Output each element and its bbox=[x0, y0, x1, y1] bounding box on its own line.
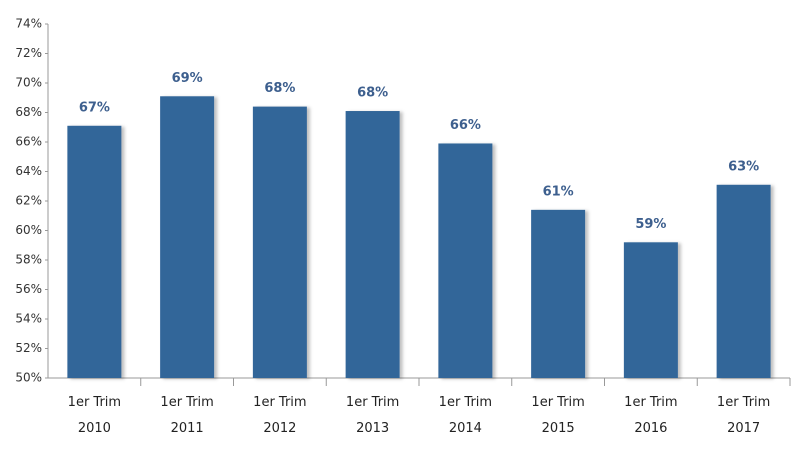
bar bbox=[623, 242, 678, 378]
value-label: 59% bbox=[635, 217, 666, 232]
x-tick-label: 1er Trim 2014 bbox=[439, 395, 492, 436]
bar bbox=[531, 209, 586, 378]
value-label: 67% bbox=[79, 100, 110, 115]
y-tick-label: 72% bbox=[15, 46, 42, 60]
y-tick-label: 62% bbox=[15, 194, 42, 208]
x-tick-label: 1er Trim 2017 bbox=[717, 395, 770, 436]
y-tick-label: 74% bbox=[15, 17, 42, 31]
bar bbox=[438, 143, 493, 378]
y-tick-label: 54% bbox=[15, 312, 42, 326]
value-label: 66% bbox=[450, 118, 481, 133]
y-tick-label: 64% bbox=[15, 164, 42, 178]
x-tick-label: 1er Trim 2011 bbox=[160, 395, 213, 436]
y-tick-label: 68% bbox=[15, 105, 42, 119]
y-tick-label: 58% bbox=[15, 253, 42, 267]
bar bbox=[345, 111, 400, 379]
value-label: 69% bbox=[172, 71, 203, 86]
x-tick-label: 1er Trim 2010 bbox=[68, 395, 121, 436]
x-tick-label: 1er Trim 2015 bbox=[531, 395, 584, 436]
value-label: 63% bbox=[728, 159, 759, 174]
value-label: 68% bbox=[264, 81, 295, 96]
value-label: 61% bbox=[543, 184, 574, 199]
y-tick-label: 56% bbox=[15, 282, 42, 296]
y-tick-label: 50% bbox=[15, 371, 42, 385]
bar bbox=[252, 106, 307, 378]
x-tick-label: 1er Trim 2012 bbox=[253, 395, 306, 436]
y-tick-label: 66% bbox=[15, 135, 42, 149]
y-tick-label: 52% bbox=[15, 341, 42, 355]
value-label: 68% bbox=[357, 86, 388, 101]
bar bbox=[716, 184, 771, 378]
bar bbox=[67, 125, 122, 379]
y-tick-label: 70% bbox=[15, 76, 42, 90]
x-tick-label: 1er Trim 2016 bbox=[624, 395, 677, 436]
bar bbox=[160, 96, 215, 379]
x-tick-label: 1er Trim 2013 bbox=[346, 395, 399, 436]
y-tick-label: 60% bbox=[15, 223, 42, 237]
